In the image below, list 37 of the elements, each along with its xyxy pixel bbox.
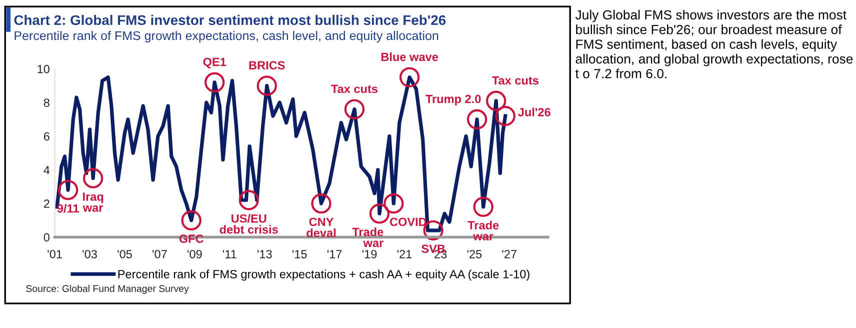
y-tick-label: 0 <box>44 233 50 242</box>
x-tick-label: '05 <box>118 250 132 258</box>
x-tick-label: '25 <box>467 250 482 258</box>
annotation: Blue wave <box>381 52 438 62</box>
annotation: Trump 2.0 <box>426 94 481 106</box>
y-tick-label: 10 <box>38 64 50 74</box>
annotation: Iraq war <box>82 192 104 212</box>
annotation: GFC <box>179 234 204 243</box>
source-note: Source: Global Fund Manager Survey <box>26 284 189 294</box>
chart-title: Chart 2: Global FMS investor sentiment most bullish since Feb'26 <box>14 14 446 26</box>
legend-label: Percentile rank of FMS growth expectations + cash AA + equity AA (scale 1-10) <box>118 270 530 281</box>
y-tick-label: 2 <box>44 200 50 208</box>
annotation: Tax cuts <box>331 84 378 94</box>
x-tick-label: '11 <box>222 250 236 258</box>
x-tick-label: '09 <box>188 250 202 258</box>
y-tick-label: 6 <box>44 132 50 141</box>
annotation: Trade war <box>352 227 384 248</box>
x-tick-label: '07 <box>152 250 167 258</box>
x-tick-label: '21 <box>397 250 412 258</box>
annotation: US/EU debt crisis <box>220 214 278 234</box>
annotation: BRICS <box>249 61 285 70</box>
x-tick-label: '17 <box>327 250 342 258</box>
chart-subtitle: Percentile rank of FMS growth expectations, cash level, and equity allocation <box>14 30 438 43</box>
y-tick-label: 8 <box>44 98 50 107</box>
x-tick-label: '27 <box>502 250 516 258</box>
x-tick-label: '01 <box>48 250 62 258</box>
x-tick-label: '19 <box>362 250 377 258</box>
x-tick-label: '15 <box>292 250 307 258</box>
x-tick-label: '13 <box>258 250 272 258</box>
text: July Global FMS shows investors are the most bullish since Feb'26; our broadest measure of FMS sentiment, based on cash levels, equity allocation, and global growth expectations, rose t o 7.2 from 6.0. <box>575 10 853 78</box>
y-tick-label: 4 <box>44 166 50 174</box>
annotation: CNY deval <box>306 218 336 238</box>
annotation: Tax cuts <box>492 76 538 85</box>
annotation: 9/11 <box>57 204 79 213</box>
annotation: Jul'26 <box>518 108 550 116</box>
annotation: QE1 <box>203 58 226 68</box>
x-tick-label: '03 <box>82 250 97 258</box>
